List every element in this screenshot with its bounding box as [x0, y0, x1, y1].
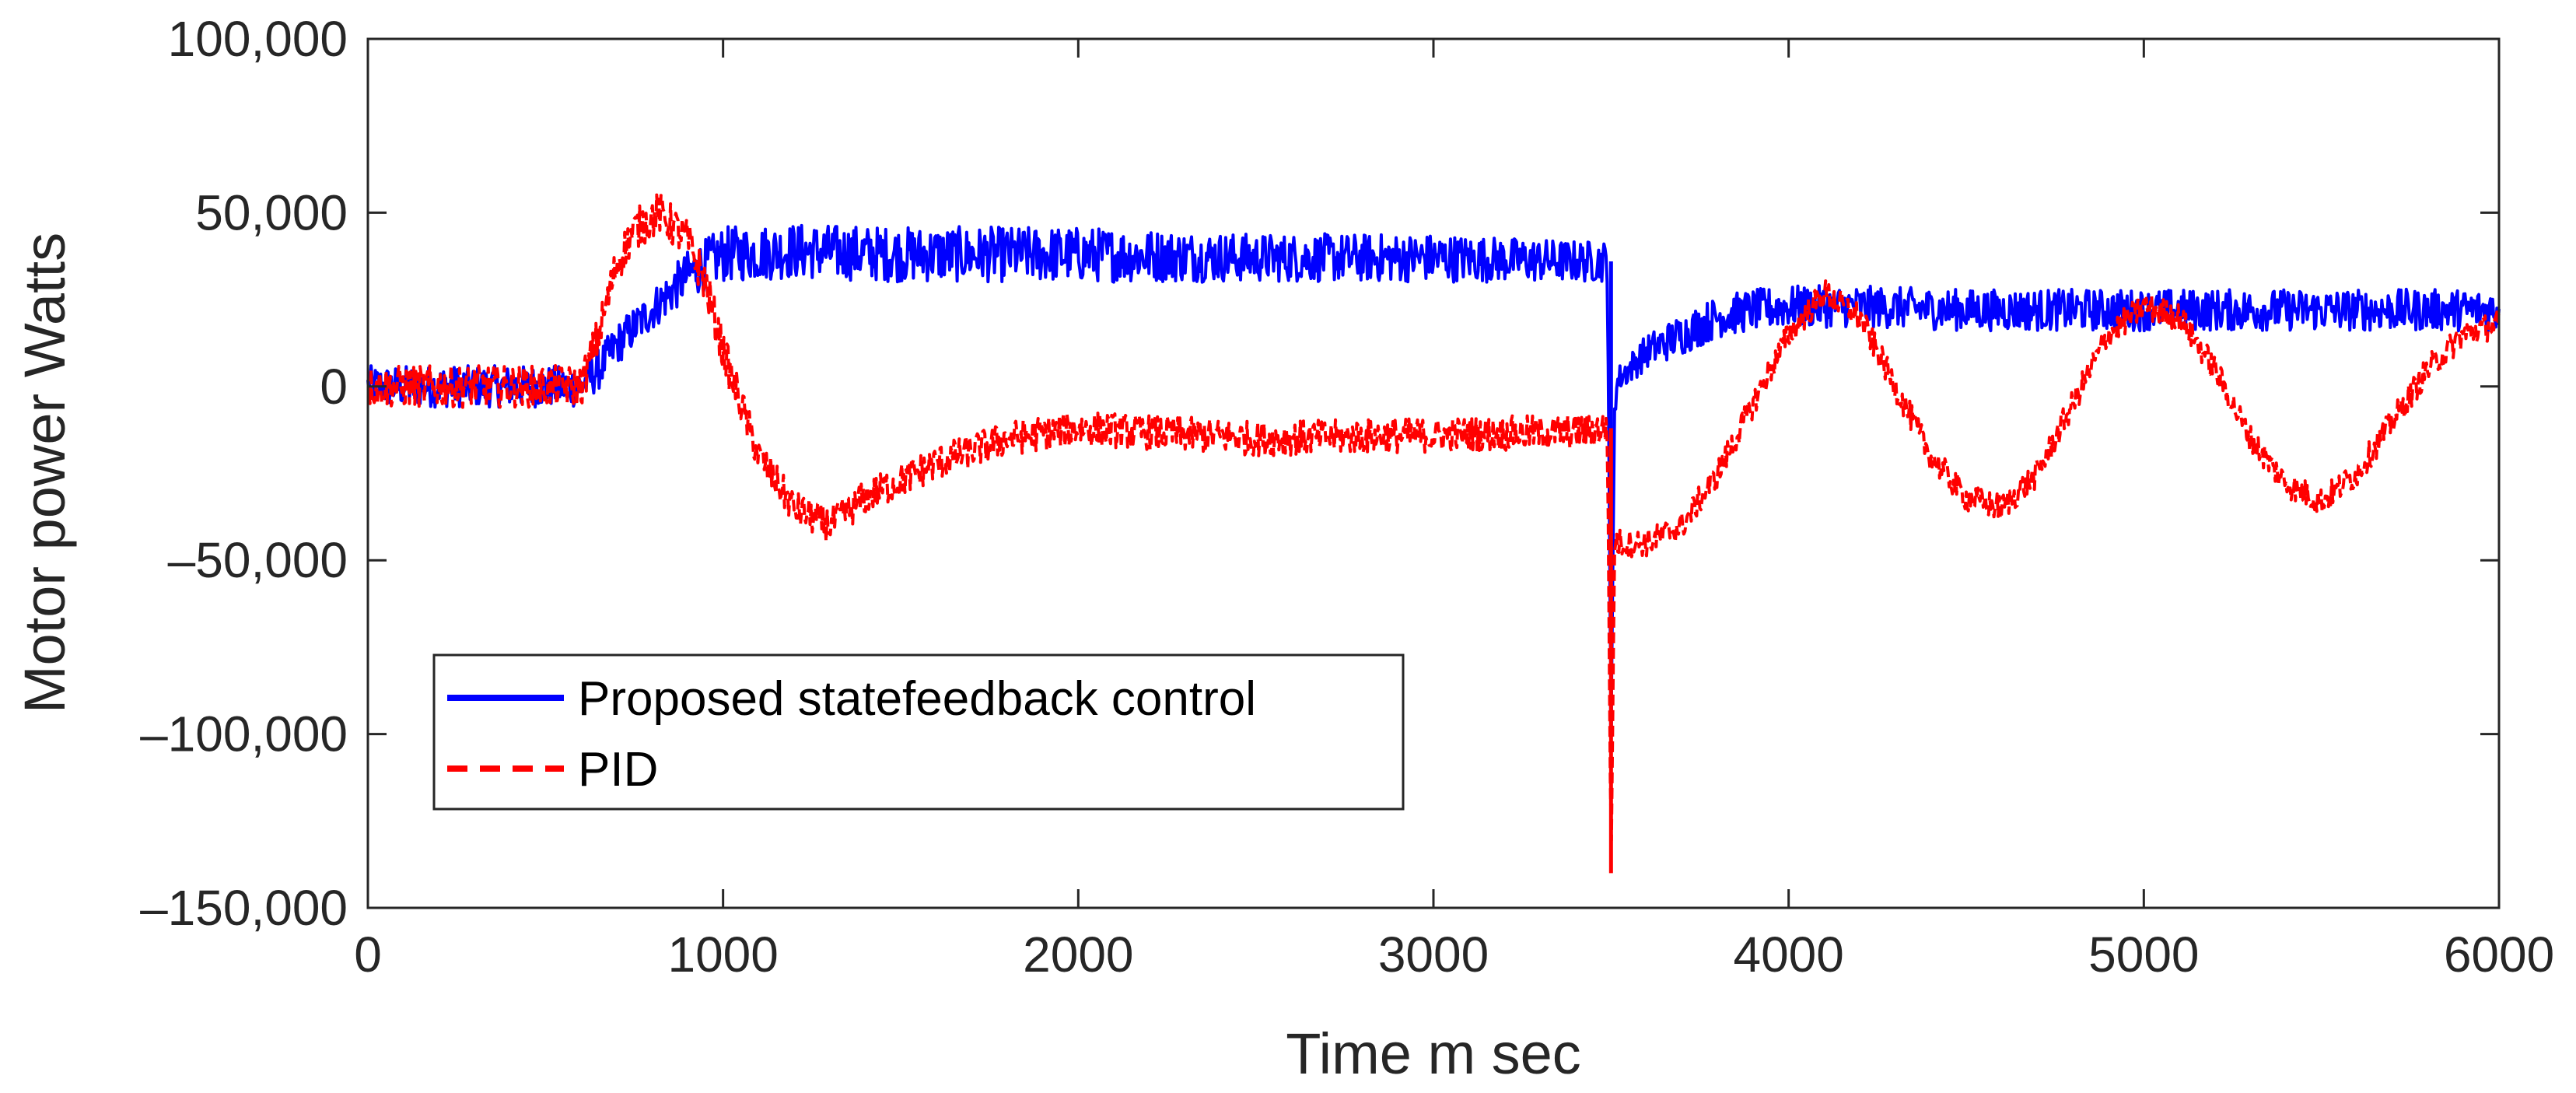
y-tick-label: –150,000 [140, 880, 348, 936]
legend-label-pid: PID [578, 743, 658, 797]
y-tick-label: –100,000 [140, 706, 348, 762]
legend: Proposed statefeedback control PID [432, 653, 1405, 811]
x-tick-label: 5000 [2088, 927, 2199, 983]
x-tick-label: 3000 [1378, 927, 1489, 983]
series-layer [366, 193, 2501, 874]
legend-box [432, 653, 1405, 811]
series-line [366, 223, 2501, 702]
series-pid [366, 193, 2501, 874]
y-tick-label: –50,000 [168, 532, 348, 588]
y-tick-label: 50,000 [195, 184, 348, 240]
y-axis-title: Motor power Watts [12, 233, 77, 713]
y-axis: –150,000 –100,000 –50,000 0 50,000 100,000 [140, 11, 2499, 936]
series-line [366, 193, 2501, 842]
y-tick-label: 100,000 [168, 11, 348, 67]
x-tick-label: 1000 [667, 927, 778, 983]
x-tick-label: 0 [354, 927, 382, 983]
legend-label-statefeedback: Proposed statefeedback control [578, 672, 1256, 726]
x-axis-title: Time m sec [1286, 1021, 1581, 1086]
x-tick-label: 2000 [1023, 927, 1133, 983]
y-tick-label: 0 [320, 359, 348, 415]
x-tick-label: 4000 [1733, 927, 1843, 983]
x-axis: 0 1000 2000 3000 4000 5000 6000 [354, 39, 2554, 983]
x-tick-label: 6000 [2444, 927, 2554, 983]
